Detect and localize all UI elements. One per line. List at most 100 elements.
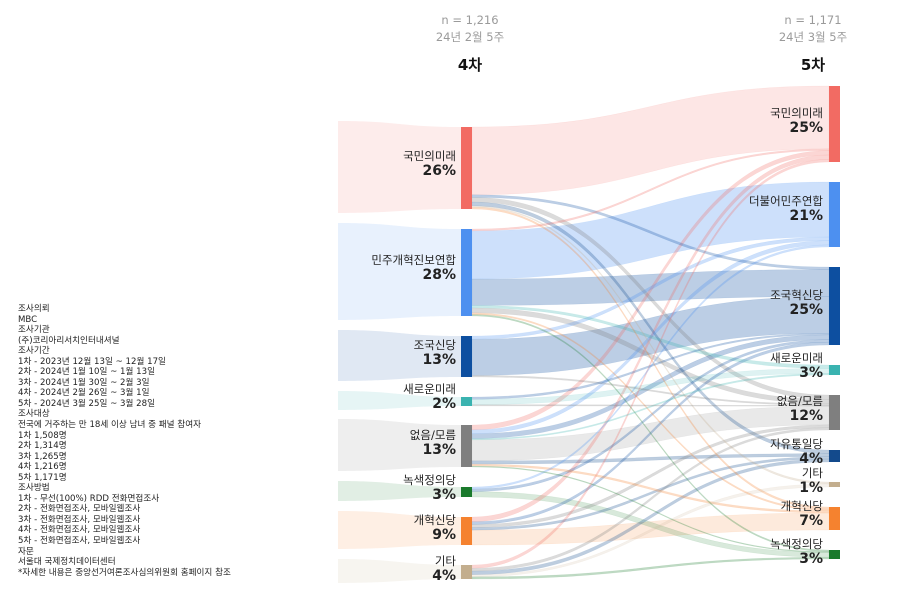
left-label-0-name: 국민의미래 <box>403 149 456 163</box>
incoming-band <box>338 419 461 471</box>
survey-info-line: 4차 1,216명 <box>18 462 67 473</box>
survey-info-line: 5차 - 2024년 3월 25일 ~ 3월 28일 <box>18 398 156 409</box>
survey-info-line: 4차 - 2024년 2월 26일 ~ 3월 1일 <box>18 388 150 399</box>
right-label-0-pct: 25% <box>789 120 823 137</box>
right-label-7-pct: 7% <box>799 513 823 530</box>
left-node-bar <box>461 397 472 406</box>
survey-info: 조사의뢰 MBC 조사기관 (주)코리아리서치인터내셔널 조사기간 1차 - 2… <box>18 304 318 578</box>
left-label-3-name: 새로운미래 <box>403 382 456 396</box>
right-label-3-name: 새로운미래 <box>770 351 823 365</box>
right-label-3-pct: 3% <box>799 365 823 382</box>
left-label-2: 조국신당 13% <box>413 338 456 368</box>
survey-info-line: 1차 - 2023년 12월 13일 ~ 12월 17일 <box>18 356 166 367</box>
flow-link <box>471 404 830 407</box>
survey-info-line: 3차 - 2024년 1월 30일 ~ 2월 3일 <box>18 377 150 388</box>
right-sample-size: n = 1,171 <box>784 13 842 27</box>
incoming-band <box>338 223 461 320</box>
survey-info-line: 1차 1,508명 <box>18 430 67 441</box>
survey-info-line: 자문 <box>18 546 34 557</box>
incoming-band <box>338 481 461 501</box>
left-label-4-name: 없음/모름 <box>409 428 456 442</box>
left-label-7-pct: 4% <box>432 568 456 585</box>
left-label-7: 기타 4% <box>432 554 456 585</box>
survey-info-line: 3차 1,265명 <box>18 451 67 462</box>
left-label-5: 녹색정의당 3% <box>403 473 456 503</box>
right-node-bar <box>829 550 840 559</box>
survey-info-line: 조사의뢰 <box>18 304 50 314</box>
survey-info-line: 2차 1,314명 <box>18 441 67 452</box>
left-node-bar <box>461 425 472 467</box>
survey-info-line: 조사기간 <box>18 346 50 357</box>
right-label-5-pct: 4% <box>799 451 823 468</box>
right-node-bar <box>829 86 840 162</box>
left-label-3: 새로운미래 2% <box>403 382 456 413</box>
right-label-4-name: 없음/모름 <box>776 394 823 408</box>
left-node-bar <box>461 565 472 579</box>
incoming-band <box>338 511 461 549</box>
left-survey-week: 24년 2월 5주 <box>435 30 505 44</box>
survey-info-line: 1차 - 무선(100%) RDD 전화면접조사 <box>18 493 160 504</box>
left-label-1-name: 민주개혁진보연합 <box>371 253 456 267</box>
left-label-4-pct: 13% <box>422 442 456 459</box>
right-label-4: 없음/모름 12% <box>776 394 823 425</box>
right-label-7: 개혁신당 7% <box>780 499 823 530</box>
left-label-6-pct: 9% <box>432 527 456 544</box>
right-label-6: 기타 1% <box>799 466 823 496</box>
right-label-8-name: 녹색정의당 <box>770 537 823 551</box>
right-node-bar <box>829 365 840 375</box>
survey-info-line: 조사방법 <box>18 483 50 494</box>
incoming-band <box>338 559 461 583</box>
right-label-3: 새로운미래 3% <box>770 351 823 382</box>
right-label-7-name: 개혁신당 <box>780 499 823 513</box>
left-node-bar <box>461 336 472 377</box>
survey-info-line: *자세한 내용은 중앙선거여론조사심의위원회 홈페이지 참조 <box>18 567 231 578</box>
right-label-0-name: 국민의미래 <box>770 106 823 120</box>
left-label-1: 민주개혁진보연합 28% <box>371 253 456 284</box>
right-survey-week: 24년 3월 5주 <box>778 30 848 44</box>
right-label-1: 더불어민주연합 21% <box>748 194 823 225</box>
left-wave-title: 4차 <box>457 56 483 74</box>
left-label-7-name: 기타 <box>434 554 456 568</box>
right-label-5: 자유통일당 4% <box>770 437 823 468</box>
left-label-6: 개혁신당 9% <box>413 513 456 544</box>
left-label-2-name: 조국신당 <box>413 338 456 352</box>
right-label-2: 조국혁신당 25% <box>770 288 823 318</box>
right-label-8-pct: 3% <box>799 551 823 568</box>
survey-info-line: 전국에 거주하는 만 18세 이상 남녀 중 패널 참여자 <box>18 420 202 431</box>
left-label-6-name: 개혁신당 <box>413 513 456 527</box>
survey-info-line: 서울대 국제정치데이터센터 <box>18 557 116 568</box>
right-label-5-name: 자유통일당 <box>770 437 823 451</box>
left-label-1-pct: 28% <box>422 267 456 284</box>
right-node-bar <box>829 182 840 247</box>
right-node-bar <box>829 395 840 430</box>
right-node-bar <box>829 482 840 487</box>
survey-info-line: 5차 1,171명 <box>18 472 67 483</box>
survey-info-line: 2차 - 2024년 1월 10일 ~ 1월 13일 <box>18 367 156 378</box>
incoming-band <box>338 121 461 213</box>
right-node-bar <box>829 267 840 345</box>
right-label-1-pct: 21% <box>789 208 823 225</box>
left-node-bar <box>461 487 472 497</box>
survey-info-line: 3차 - 전화면접조사, 모바일웹조사 <box>18 514 141 525</box>
right-label-2-name: 조국혁신당 <box>770 288 823 302</box>
left-label-0: 국민의미래 26% <box>403 149 456 180</box>
survey-info-line: 5차 - 전화면접조사, 모바일웹조사 <box>18 536 141 547</box>
survey-info-line: MBC <box>18 314 38 325</box>
survey-info-line: 조사기관 <box>18 325 50 336</box>
survey-info-line: (주)코리아리서치인터내셔널 <box>18 335 120 346</box>
left-column-header: n = 1,216 24년 2월 5주 4차 <box>405 12 535 75</box>
left-label-5-name: 녹색정의당 <box>403 473 456 487</box>
flow-link <box>471 85 830 196</box>
right-wave-title: 5차 <box>800 56 826 74</box>
flow-links <box>338 85 830 583</box>
right-label-8: 녹색정의당 3% <box>770 537 823 568</box>
left-node-bar <box>461 127 472 209</box>
right-column-header: n = 1,171 24년 3월 5주 5차 <box>748 12 878 75</box>
left-label-0-pct: 26% <box>422 163 456 180</box>
incoming-band <box>338 391 461 410</box>
right-label-4-pct: 12% <box>789 408 823 425</box>
left-label-3-pct: 2% <box>432 396 456 413</box>
left-node-bar <box>461 517 472 545</box>
right-label-1-name: 더불어민주연합 <box>748 194 823 208</box>
left-node-bar <box>461 229 472 316</box>
